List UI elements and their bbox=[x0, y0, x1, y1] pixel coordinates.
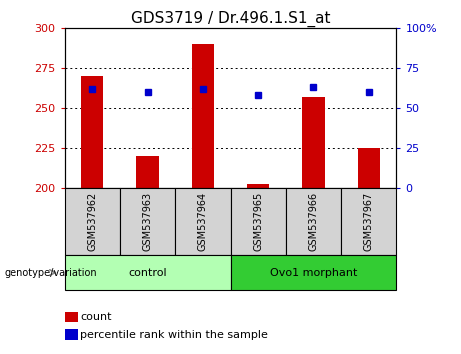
Bar bbox=[192, 44, 214, 188]
Bar bbox=[65, 255, 230, 290]
Bar bbox=[230, 188, 286, 255]
Text: GSM537967: GSM537967 bbox=[364, 192, 374, 251]
Bar bbox=[247, 184, 269, 188]
Bar bbox=[175, 188, 230, 255]
Text: GSM537964: GSM537964 bbox=[198, 192, 208, 251]
Text: count: count bbox=[81, 312, 112, 322]
Text: control: control bbox=[128, 268, 167, 278]
Bar bbox=[302, 97, 325, 188]
Text: GSM537965: GSM537965 bbox=[253, 192, 263, 251]
Bar bbox=[65, 312, 78, 322]
Bar bbox=[120, 188, 175, 255]
Text: Ovo1 morphant: Ovo1 morphant bbox=[270, 268, 357, 278]
Text: GSM537963: GSM537963 bbox=[142, 192, 153, 251]
Bar bbox=[136, 156, 159, 188]
Text: genotype/variation: genotype/variation bbox=[5, 268, 97, 278]
Bar bbox=[230, 255, 396, 290]
Title: GDS3719 / Dr.496.1.S1_at: GDS3719 / Dr.496.1.S1_at bbox=[131, 11, 330, 27]
Bar bbox=[65, 329, 78, 340]
Bar bbox=[341, 188, 396, 255]
Bar bbox=[286, 188, 341, 255]
Text: GSM537966: GSM537966 bbox=[308, 192, 319, 251]
Bar bbox=[65, 188, 120, 255]
Bar bbox=[81, 76, 103, 188]
Text: percentile rank within the sample: percentile rank within the sample bbox=[81, 330, 268, 339]
Bar bbox=[358, 148, 380, 188]
Text: GSM537962: GSM537962 bbox=[87, 192, 97, 251]
